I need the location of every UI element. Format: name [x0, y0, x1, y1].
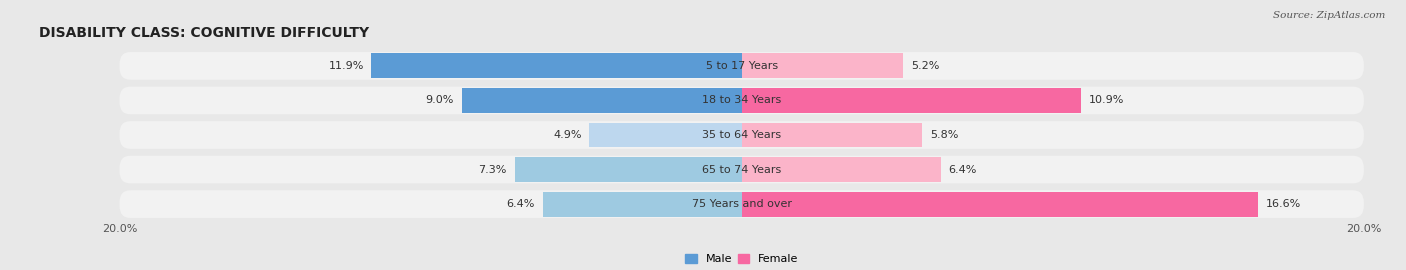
Text: 35 to 64 Years: 35 to 64 Years — [702, 130, 782, 140]
Bar — [461, 88, 742, 113]
Text: 10.9%: 10.9% — [1088, 95, 1123, 106]
Text: 9.0%: 9.0% — [426, 95, 454, 106]
FancyBboxPatch shape — [120, 121, 1364, 149]
Text: 6.4%: 6.4% — [506, 199, 534, 209]
Text: 75 Years and over: 75 Years and over — [692, 199, 792, 209]
Text: 18 to 34 Years: 18 to 34 Years — [702, 95, 782, 106]
Text: 11.9%: 11.9% — [329, 61, 364, 71]
Bar — [742, 192, 1258, 217]
Bar — [371, 53, 742, 78]
Text: 16.6%: 16.6% — [1265, 199, 1301, 209]
FancyBboxPatch shape — [120, 87, 1364, 114]
Text: 4.9%: 4.9% — [553, 130, 582, 140]
Text: 65 to 74 Years: 65 to 74 Years — [702, 164, 782, 175]
Legend: Male, Female: Male, Female — [686, 254, 797, 264]
FancyBboxPatch shape — [120, 190, 1364, 218]
Text: 6.4%: 6.4% — [949, 164, 977, 175]
Text: Source: ZipAtlas.com: Source: ZipAtlas.com — [1272, 11, 1385, 20]
Bar — [742, 88, 1081, 113]
Text: DISABILITY CLASS: COGNITIVE DIFFICULTY: DISABILITY CLASS: COGNITIVE DIFFICULTY — [38, 26, 368, 40]
Text: 5.8%: 5.8% — [929, 130, 959, 140]
Bar — [515, 157, 742, 182]
Bar — [543, 192, 742, 217]
FancyBboxPatch shape — [120, 52, 1364, 80]
Bar — [589, 123, 742, 147]
Bar — [742, 157, 941, 182]
Bar — [742, 53, 904, 78]
Bar — [742, 123, 922, 147]
FancyBboxPatch shape — [120, 156, 1364, 183]
Text: 7.3%: 7.3% — [478, 164, 506, 175]
Text: 5 to 17 Years: 5 to 17 Years — [706, 61, 778, 71]
Text: 5.2%: 5.2% — [911, 61, 939, 71]
